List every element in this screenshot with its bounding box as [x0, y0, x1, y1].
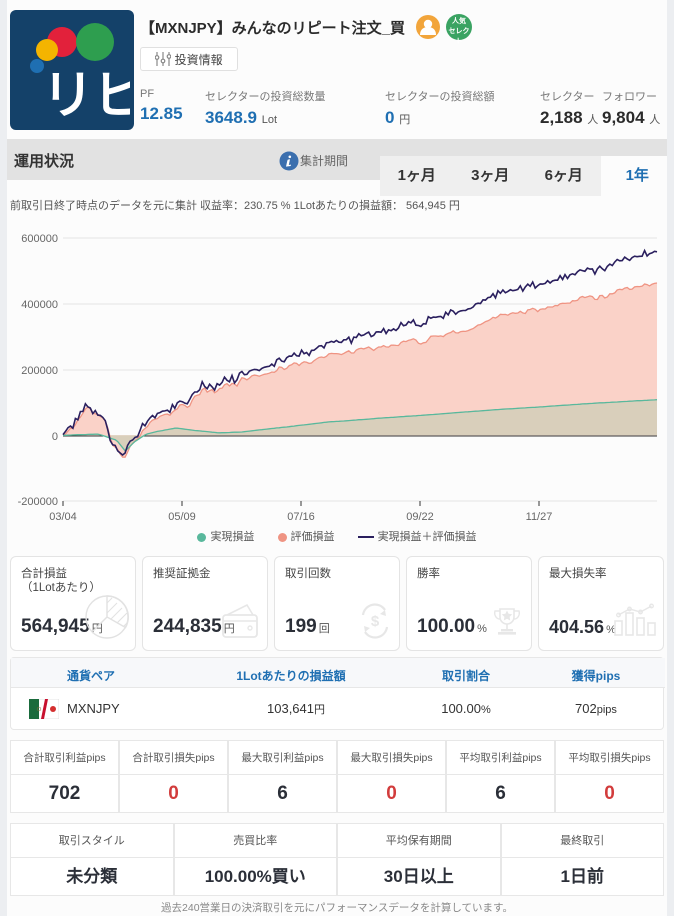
svg-text:400000: 400000: [21, 299, 58, 311]
svg-text:09/22: 09/22: [406, 511, 434, 523]
svg-text:03/04: 03/04: [49, 511, 77, 523]
svg-text:200000: 200000: [21, 365, 58, 377]
svg-text:0: 0: [52, 431, 58, 443]
svg-text:$: $: [371, 613, 380, 630]
svg-text:05/09: 05/09: [168, 511, 196, 523]
svg-text:07/16: 07/16: [287, 511, 315, 523]
svg-text:600000: 600000: [21, 233, 58, 245]
svg-text:-200000: -200000: [18, 496, 58, 508]
svg-text:11/27: 11/27: [526, 511, 553, 523]
svg-text:リピ: リピ: [42, 67, 130, 125]
